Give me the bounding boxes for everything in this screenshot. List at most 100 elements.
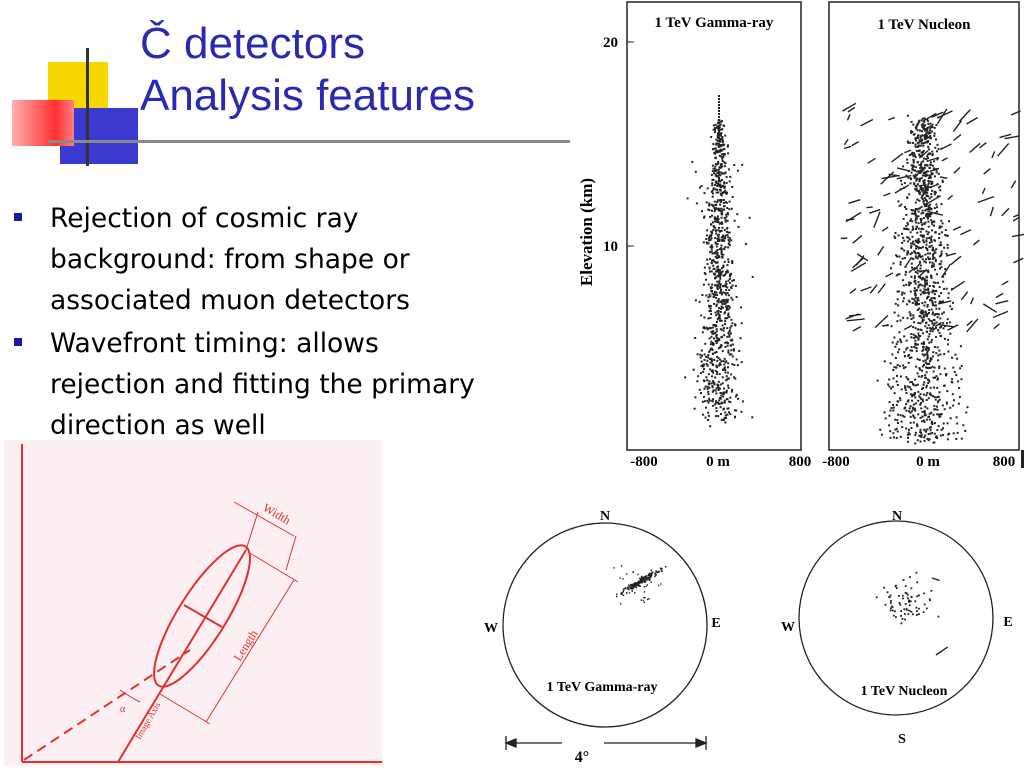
particle-track (918, 252, 921, 255)
particle-track (960, 229, 972, 236)
image-pixel (901, 617, 904, 620)
particle-track (918, 199, 921, 202)
particle-track (711, 386, 714, 389)
particle-track (929, 299, 932, 302)
particle-track (703, 395, 705, 398)
particle-track (915, 365, 918, 368)
image-pixel (889, 609, 892, 612)
particle-track (721, 303, 724, 305)
image-pixel (635, 586, 638, 589)
particle-track (966, 116, 979, 125)
particle-track (993, 323, 1000, 330)
particle-track (917, 134, 920, 137)
particle-track (933, 314, 936, 317)
particle-track (927, 271, 930, 274)
particle-track (720, 292, 723, 295)
particle-track (936, 206, 939, 209)
particle-track (718, 125, 720, 127)
particle-track (726, 207, 729, 209)
particle-track (730, 287, 733, 290)
particle-track (720, 306, 723, 309)
particle-track (913, 166, 925, 180)
particle-track (717, 389, 720, 391)
particle-track (945, 252, 957, 257)
particle-track (931, 432, 934, 434)
particle-track (716, 355, 719, 358)
image-pixel (624, 587, 627, 589)
particle-track (937, 354, 940, 357)
particle-track (919, 172, 922, 174)
particle-track (706, 364, 709, 367)
particle-track (714, 173, 717, 176)
particle-track (694, 299, 697, 302)
particle-track (912, 212, 915, 215)
image-pixel (904, 613, 906, 615)
image-pixel (890, 607, 892, 610)
particle-track (901, 241, 904, 244)
particle-track (720, 221, 723, 224)
particle-track (930, 320, 933, 323)
particle-track (737, 169, 739, 172)
particle-track (929, 167, 940, 173)
particle-track (718, 144, 721, 147)
particle-track (893, 392, 896, 395)
particle-track (924, 282, 927, 285)
image-pixel (643, 577, 645, 580)
particle-track (893, 336, 896, 339)
xtick-label: 800 (789, 454, 812, 470)
particle-track (992, 310, 1009, 319)
particle-track (949, 406, 952, 409)
particle-track (949, 417, 952, 420)
particle-track (914, 396, 917, 399)
image-pixel (929, 599, 931, 602)
particle-track (908, 281, 911, 284)
particle-track (717, 229, 720, 232)
particle-track (722, 191, 725, 194)
particle-track (936, 346, 939, 349)
particle-track (916, 372, 919, 375)
particle-track (721, 226, 724, 229)
particle-track (718, 176, 720, 179)
particle-track (926, 212, 929, 215)
particle-track (915, 217, 918, 220)
particle-track (720, 244, 723, 247)
image-pixel (915, 606, 918, 609)
particle-track (933, 297, 936, 300)
particle-track (903, 292, 906, 295)
particle-track (903, 324, 913, 331)
particle-track (907, 400, 910, 403)
particle-track (720, 213, 723, 216)
particle-track (731, 262, 734, 264)
particle-track (715, 334, 718, 337)
particle-track (718, 104, 720, 106)
particle-track (919, 368, 921, 371)
particle-track (944, 268, 947, 271)
particle-track (910, 410, 913, 413)
particle-track (914, 409, 917, 412)
particle-track (926, 159, 929, 162)
particle-track (718, 101, 720, 103)
particle-track (712, 187, 715, 190)
image-pixel (616, 595, 618, 598)
particle-track (960, 378, 963, 381)
particle-track (710, 358, 713, 361)
particle-track (921, 174, 924, 177)
particle-track (736, 364, 739, 367)
particle-track (940, 252, 943, 255)
particle-track (720, 310, 722, 313)
particle-track (914, 378, 917, 381)
particle-track (723, 190, 726, 193)
particle-track (925, 173, 928, 176)
particle-track (706, 387, 709, 390)
particle-track (933, 422, 936, 425)
particle-track (918, 164, 921, 167)
particle-track (891, 385, 894, 388)
particle-track (915, 177, 918, 180)
particle-track (721, 335, 724, 338)
particle-track (718, 166, 721, 169)
particle-track (714, 389, 717, 392)
particle-track (938, 398, 941, 401)
particle-track (879, 428, 882, 431)
particle-track (726, 191, 728, 194)
particle-track (926, 437, 929, 440)
